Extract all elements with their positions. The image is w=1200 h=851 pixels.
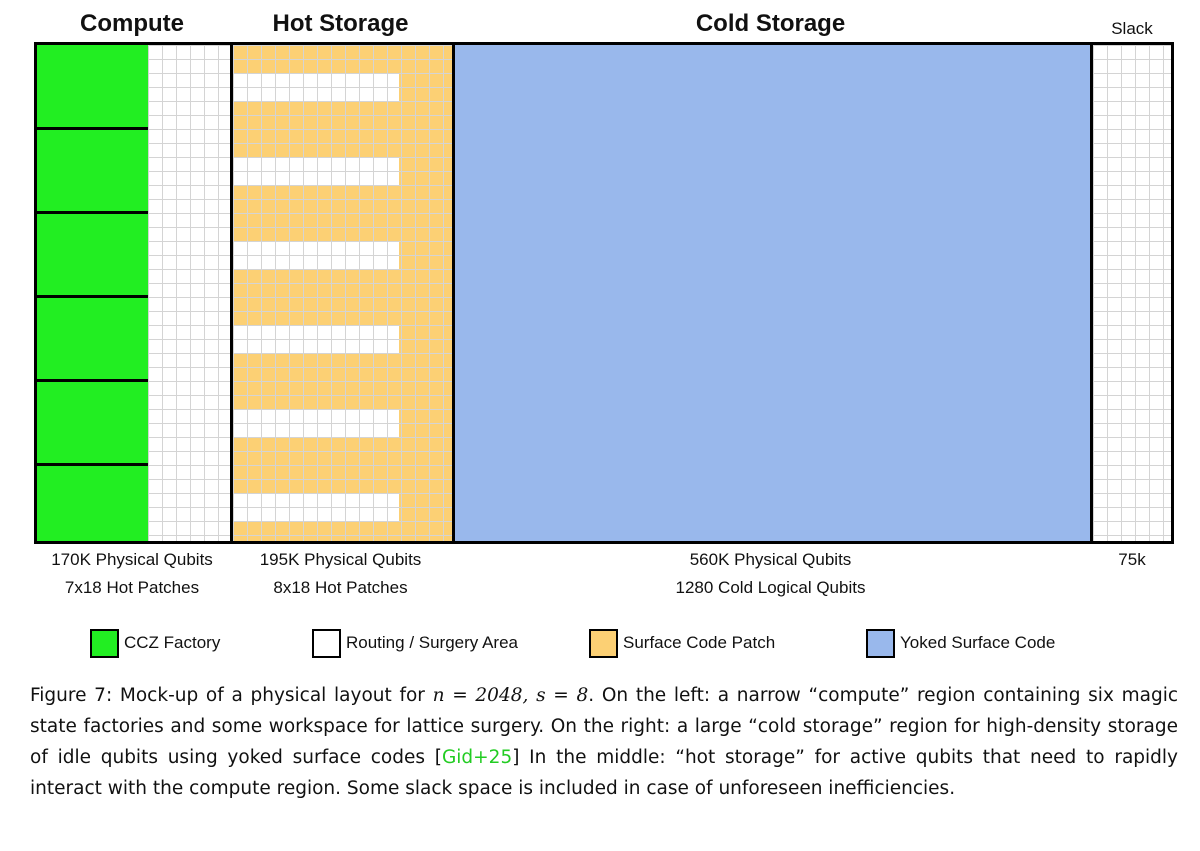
cold-storage-region: [455, 45, 1090, 541]
citation-link[interactable]: Gid+25: [441, 747, 513, 768]
caption-text-a: Mock-up of a physical layout for: [119, 685, 433, 706]
compute-title: Compute: [80, 10, 184, 37]
cold-physical-qubits: 560K Physical Qubits: [689, 550, 852, 569]
factory-divider: [37, 463, 148, 466]
cold-logical-qubits: 1280 Cold Logical Qubits: [675, 578, 866, 597]
hot-storage-title: Hot Storage: [272, 10, 409, 37]
caption-text-b: . On the left: a narrow “compute” region…: [30, 685, 1179, 768]
legend-routing: Routing / Surgery Area: [312, 626, 518, 660]
legend-yoked: Yoked Surface Code: [866, 626, 1055, 660]
hot-routing-lane: [233, 493, 399, 521]
factory-divider: [37, 379, 148, 382]
legend-label: Yoked Surface Code: [900, 633, 1056, 652]
hot-patches: 8x18 Hot Patches: [273, 578, 408, 597]
caption-text-c: ] In the middle: “hot storage” for activ…: [30, 747, 1178, 799]
yoked-swatch: [866, 628, 895, 658]
compute-routing-area: [148, 45, 230, 541]
ccz-factory-swatch: [90, 628, 119, 658]
factory-divider: [37, 211, 148, 214]
routing-swatch: [312, 628, 341, 658]
hot-physical-qubits: 195K Physical Qubits: [259, 550, 422, 569]
slack-title: Slack: [1111, 19, 1153, 38]
compute-hot-divider: [230, 45, 233, 541]
hot-routing-lane: [233, 325, 399, 353]
hot-routing-lane: [233, 73, 399, 101]
hot-cold-divider: [452, 45, 455, 541]
caption-math: n = 2048, s = 8: [432, 685, 589, 706]
figure-caption: Figure 7: Mock-up of a physical layout f…: [30, 680, 1178, 804]
surface-patch-swatch: [589, 628, 618, 658]
compute-physical-qubits: 170K Physical Qubits: [51, 550, 213, 569]
legend-surface-patch: Surface Code Patch: [589, 626, 775, 660]
legend-ccz-factory: CCZ Factory: [90, 626, 220, 660]
cold-storage-title: Cold Storage: [695, 10, 846, 37]
cold-caption: 560K Physical Qubits 1280 Cold Logical Q…: [451, 546, 1090, 602]
hot-routing-lane: [233, 241, 399, 269]
slack-region: [1093, 45, 1171, 541]
compute-hot-patches: 7x18 Hot Patches: [64, 578, 200, 597]
legend-label: Surface Code Patch: [623, 633, 776, 652]
slack-caption: 75k: [1090, 546, 1174, 574]
hot-caption: 195K Physical Qubits 8x18 Hot Patches: [230, 546, 451, 602]
physical-layout-diagram: [34, 42, 1174, 544]
slack-physical-qubits: 75k: [1118, 550, 1146, 569]
factory-divider: [37, 295, 148, 298]
compute-caption: 170K Physical Qubits 7x18 Hot Patches: [34, 546, 230, 602]
factory-divider: [37, 127, 148, 130]
legend-label: Routing / Surgery Area: [346, 633, 518, 652]
cold-slack-divider: [1090, 45, 1093, 541]
ccz-factory-column: [37, 45, 148, 541]
hot-routing-lane: [233, 409, 399, 437]
figure-label: Figure 7:: [30, 685, 113, 706]
compute-region: [37, 45, 230, 541]
hot-storage-region: [233, 45, 452, 541]
legend-label: CCZ Factory: [124, 633, 221, 652]
hot-routing-lane: [233, 157, 399, 185]
